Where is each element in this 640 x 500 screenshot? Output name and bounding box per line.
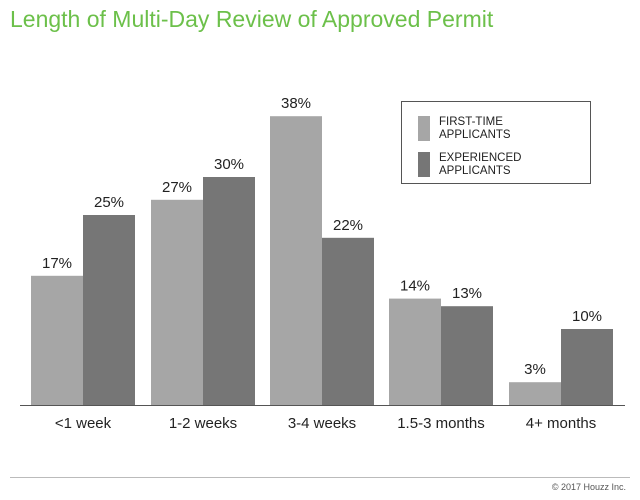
data-label-first-time-1-week: 17% [42, 255, 72, 272]
bar-first-time-3-4-weeks [270, 116, 322, 405]
category-label-1-week: <1 week [55, 415, 112, 432]
category-label-1-5-3-months: 1.5-3 months [397, 415, 485, 432]
data-label-first-time-1-5-3-months: 14% [400, 278, 430, 295]
bar-experienced-1-2-weeks [203, 177, 255, 405]
bar-experienced-4-months [561, 329, 613, 405]
legend-item-experienced: EXPERIENCED APPLICANTS [418, 152, 569, 178]
category-label-1-2-weeks: 1-2 weeks [169, 415, 237, 432]
data-label-first-time-4-months: 3% [524, 361, 546, 378]
category-label-4-months: 4+ months [526, 415, 596, 432]
bar-chart: 17% 25% <1 week 27% 30% 1-2 weeks 38% 22% 3-4 we… [20, 95, 625, 432]
bar-experienced-1-5-3-months [441, 306, 493, 405]
bar-first-time-1-5-3-months [389, 298, 441, 405]
data-label-experienced-1-2-weeks: 30% [214, 156, 244, 173]
data-label-experienced-4-months: 10% [572, 308, 602, 325]
data-label-experienced-3-4-weeks: 22% [333, 217, 363, 234]
footer-divider [10, 477, 630, 478]
legend-swatch-first-time [418, 116, 430, 141]
bar-first-time-1-week [31, 275, 83, 405]
category-label-3-4-weeks: 3-4 weeks [288, 415, 356, 432]
data-label-experienced-1-5-3-months: 13% [452, 285, 482, 302]
legend-label-experienced: EXPERIENCED APPLICANTS [439, 152, 522, 177]
legend: FIRST-TIME APPLICANTS EXPERIENCED APPLIC… [401, 101, 591, 184]
legend-item-first-time: FIRST-TIME APPLICANTS [418, 116, 569, 142]
data-label-experienced-1-week: 25% [94, 194, 124, 211]
chart-title: Length of Multi-Day Review of Approved P… [10, 6, 494, 32]
bar-first-time-1-2-weeks [151, 199, 203, 405]
data-label-first-time-3-4-weeks: 38% [281, 95, 311, 112]
legend-label-first-time: FIRST-TIME APPLICANTS [439, 116, 511, 141]
legend-swatch-experienced [418, 152, 430, 177]
data-label-first-time-1-2-weeks: 27% [162, 179, 192, 196]
bar-experienced-3-4-weeks [322, 237, 374, 405]
copyright-text: © 2017 Houzz Inc. [551, 482, 626, 492]
bar-first-time-4-months [509, 382, 561, 405]
bar-experienced-1-week [83, 215, 135, 405]
